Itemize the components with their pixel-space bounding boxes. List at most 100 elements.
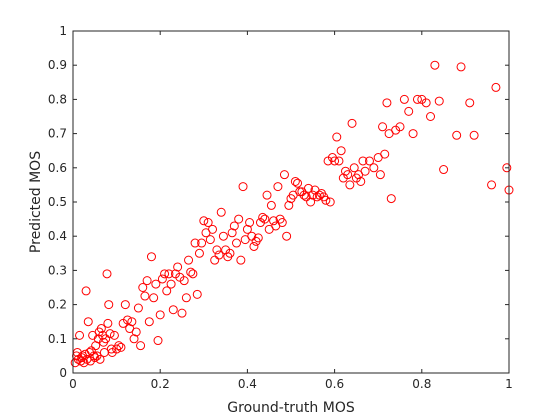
data-point: [133, 303, 143, 313]
y-tick-label: 0.7: [48, 127, 67, 141]
x-tick-label: 0.8: [412, 377, 431, 391]
x-tick-label: 0: [69, 377, 77, 391]
data-point: [234, 214, 244, 224]
data-point: [262, 190, 272, 200]
data-point: [212, 245, 222, 255]
data-point: [269, 216, 279, 226]
data-point: [282, 231, 292, 241]
data-point: [203, 218, 213, 228]
data-point: [102, 269, 112, 279]
data-point: [149, 293, 159, 303]
x-axis-label: Ground-truth MOS: [227, 400, 355, 416]
data-point: [81, 286, 91, 296]
data-point: [266, 200, 276, 210]
data-point: [90, 353, 100, 363]
data-point: [197, 238, 207, 248]
data-point: [356, 176, 366, 186]
data-point: [293, 178, 303, 188]
data-point: [502, 163, 512, 173]
data-point: [192, 289, 202, 299]
data-point: [303, 183, 313, 193]
data-point: [375, 170, 385, 180]
data-point: [343, 170, 353, 180]
data-point: [299, 190, 309, 200]
y-tick-label: 0.4: [48, 229, 67, 243]
data-point: [205, 235, 215, 245]
y-tick-label: 0: [59, 366, 67, 380]
data-point: [116, 342, 126, 352]
data-point: [177, 308, 187, 318]
data-point: [242, 224, 252, 234]
data-point: [439, 165, 449, 175]
data-point: [160, 269, 170, 279]
data-point: [210, 255, 220, 265]
data-point: [491, 82, 501, 92]
data-point: [155, 310, 165, 320]
data-point: [179, 276, 189, 286]
data-point: [349, 163, 359, 173]
data-point: [127, 317, 137, 327]
data-point: [301, 192, 311, 202]
data-point: [330, 156, 340, 166]
data-point: [227, 228, 237, 238]
data-point: [129, 334, 139, 344]
data-point: [225, 248, 235, 258]
data-point: [131, 327, 141, 337]
data-point: [238, 182, 248, 192]
y-tick-label: 0.6: [48, 161, 67, 175]
data-point: [284, 200, 294, 210]
data-point: [144, 317, 154, 327]
data-point: [247, 231, 257, 241]
y-tick-label: 0.5: [48, 195, 67, 209]
data-point: [456, 62, 466, 72]
data-point: [430, 60, 440, 70]
data-point: [290, 176, 300, 186]
data-point: [75, 330, 85, 340]
ticks-layer: 0 0.2 0.4 0.6 0.8 1 0 0.1 0.2 0.3 0.4 0.5 0.6 0.7 0.8 0…: [48, 24, 513, 391]
data-point: [277, 218, 287, 228]
data-point: [408, 129, 418, 139]
data-point: [260, 214, 270, 224]
data-point: [83, 317, 93, 327]
data-point: [104, 300, 114, 310]
data-point: [399, 94, 409, 104]
y-tick-label: 0.9: [48, 58, 67, 72]
data-point: [382, 98, 392, 108]
y-tick-label: 0.8: [48, 92, 67, 106]
data-point: [114, 341, 124, 351]
data-point: [308, 190, 318, 200]
data-point: [253, 233, 263, 243]
data-point: [142, 276, 152, 286]
data-point: [184, 255, 194, 265]
points-layer: [70, 60, 514, 368]
data-point: [229, 221, 239, 231]
data-point: [465, 98, 475, 108]
data-point: [181, 293, 191, 303]
data-point: [386, 194, 396, 204]
data-point: [332, 132, 342, 142]
data-point: [138, 283, 148, 292]
data-point: [249, 241, 259, 251]
data-point: [232, 238, 241, 248]
data-point: [151, 279, 161, 289]
data-point: [336, 146, 346, 156]
data-point: [364, 156, 374, 166]
data-point: [395, 122, 405, 132]
y-tick-label: 1: [59, 24, 67, 38]
data-point: [136, 341, 146, 351]
data-point: [487, 180, 497, 190]
data-point: [101, 334, 111, 344]
data-point: [79, 358, 89, 368]
data-point: [273, 182, 283, 192]
data-point: [426, 112, 436, 121]
data-point: [412, 94, 422, 104]
data-point: [123, 315, 132, 325]
data-point: [369, 163, 379, 173]
data-point: [452, 130, 462, 140]
data-point: [380, 149, 390, 159]
data-point: [173, 262, 183, 272]
data-point: [469, 130, 479, 140]
data-point: [168, 305, 178, 315]
y-tick-label: 0.2: [48, 298, 67, 312]
